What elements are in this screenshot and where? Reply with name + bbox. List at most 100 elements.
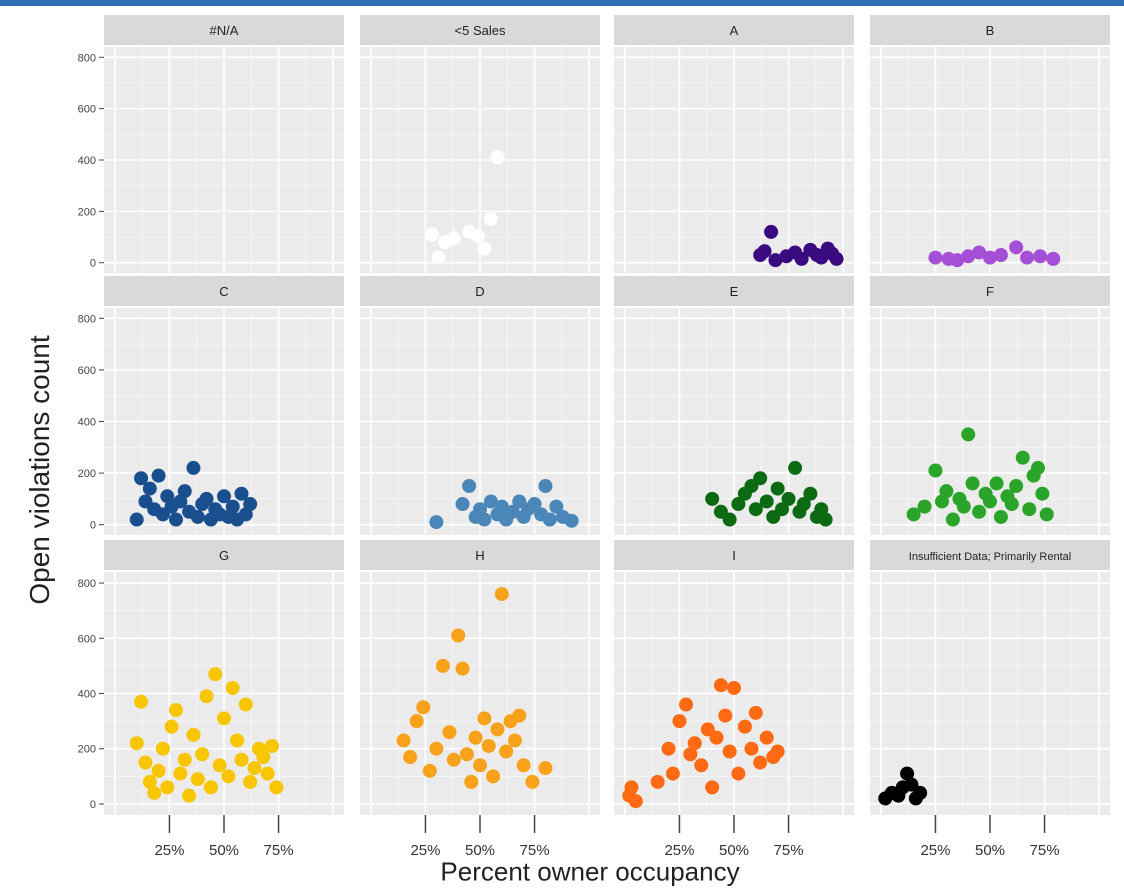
data-point — [956, 499, 971, 514]
facet-strip-label: G — [219, 548, 229, 563]
data-point — [256, 750, 271, 765]
data-point — [961, 249, 976, 264]
data-point — [429, 515, 444, 530]
facet-panel: H 25% 50% 75% — [360, 540, 600, 859]
y-tick-label: 400 — [78, 689, 96, 701]
data-point — [217, 489, 231, 504]
data-point — [431, 250, 446, 265]
data-point — [1015, 450, 1030, 465]
data-point — [147, 785, 162, 800]
data-point — [1022, 502, 1037, 517]
facet-strip — [360, 540, 600, 570]
facet-panel: C 0 200 400 600 800 — [78, 276, 344, 535]
data-point — [499, 744, 514, 759]
data-point — [1004, 497, 1019, 512]
y-tick-label: 600 — [78, 633, 96, 645]
data-point — [409, 714, 424, 729]
data-point — [564, 513, 579, 528]
data-point — [160, 780, 175, 795]
data-point — [945, 512, 960, 527]
facet-strip-label: A — [730, 23, 739, 38]
data-point — [446, 752, 461, 767]
data-point — [429, 741, 444, 756]
y-tick-label: 400 — [78, 417, 96, 429]
y-tick-label: 600 — [78, 365, 96, 377]
x-tick-label: 75% — [1030, 842, 1060, 859]
facet-panel: A — [614, 15, 854, 273]
data-point — [169, 703, 183, 718]
data-point — [775, 502, 789, 517]
data-point — [650, 774, 665, 789]
data-point — [477, 241, 492, 256]
data-point — [473, 758, 487, 773]
data-point — [483, 494, 498, 509]
data-point — [190, 509, 205, 524]
data-point — [151, 763, 166, 778]
data-point — [527, 497, 542, 512]
data-point — [928, 250, 943, 265]
data-point — [464, 774, 479, 789]
data-point — [269, 780, 284, 795]
facet-strip-label: C — [219, 284, 228, 299]
facet-panel: <5 Sales — [360, 15, 600, 273]
data-point — [512, 708, 527, 723]
facet-strip-label: I — [732, 548, 736, 563]
data-point — [238, 697, 253, 712]
x-tick-label: 50% — [719, 842, 749, 859]
data-point — [753, 755, 768, 770]
data-point — [1035, 486, 1050, 501]
facet-strip-label: H — [475, 548, 484, 563]
data-point — [164, 719, 179, 734]
data-point — [199, 689, 214, 704]
data-point — [138, 755, 153, 770]
data-point — [477, 711, 492, 726]
data-point — [455, 661, 470, 676]
facet-strip — [360, 15, 600, 45]
facet-strip-label: F — [986, 284, 994, 299]
data-point — [737, 719, 752, 734]
data-point — [247, 761, 262, 776]
facet-strip — [870, 540, 1110, 570]
data-point — [494, 499, 509, 514]
data-point — [700, 722, 715, 737]
data-point — [199, 491, 214, 506]
data-point — [794, 251, 809, 266]
data-point — [243, 497, 258, 512]
x-tick-label: 25% — [664, 842, 694, 859]
x-tick-label: 25% — [920, 842, 950, 859]
data-point — [221, 769, 236, 784]
y-tick-label: 800 — [78, 313, 96, 325]
facet-strip — [870, 15, 1110, 45]
data-point — [446, 231, 461, 246]
data-point — [195, 747, 210, 762]
data-point — [470, 228, 485, 243]
facet-strip — [614, 15, 854, 45]
data-point — [177, 484, 192, 499]
facet-strip-label: <5 Sales — [455, 23, 506, 38]
data-point — [972, 245, 987, 260]
data-point — [764, 224, 779, 239]
data-point — [753, 471, 768, 486]
y-tick-label: 0 — [90, 258, 96, 270]
data-point — [993, 248, 1008, 263]
data-point — [904, 777, 919, 792]
data-point — [225, 680, 240, 695]
data-point — [190, 772, 205, 787]
data-point — [490, 722, 505, 737]
x-tick-label: 50% — [975, 842, 1005, 859]
data-point — [177, 752, 192, 767]
data-point — [628, 794, 643, 809]
data-point — [425, 227, 439, 242]
data-point — [731, 766, 746, 781]
facet-strip — [870, 276, 1110, 306]
facet-strip — [614, 540, 854, 570]
data-point — [713, 678, 728, 693]
data-point — [142, 481, 157, 496]
data-point — [173, 766, 188, 781]
data-point — [803, 486, 818, 501]
data-point — [770, 744, 785, 759]
facet-strip-label: B — [986, 23, 995, 38]
data-point — [234, 486, 249, 501]
data-point — [217, 711, 231, 726]
